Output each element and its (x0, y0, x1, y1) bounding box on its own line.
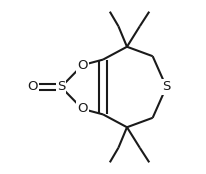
Text: O: O (28, 81, 38, 93)
Text: S: S (162, 81, 171, 93)
Text: O: O (77, 59, 88, 72)
Text: S: S (57, 81, 65, 93)
Text: O: O (77, 102, 88, 115)
